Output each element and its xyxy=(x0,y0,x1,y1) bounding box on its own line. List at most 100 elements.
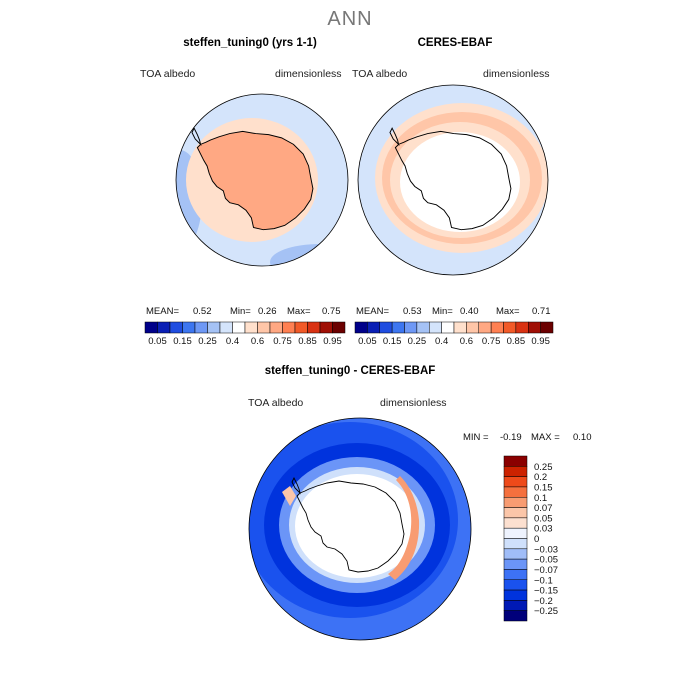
panel1-min-value: 0.26 xyxy=(258,306,277,317)
panel2-colorbar-swatch xyxy=(404,321,418,334)
panel2-colorbar-tick-label: 0.75 xyxy=(482,336,501,347)
panel3-colorbar-swatch xyxy=(503,527,528,539)
panel1-colorbar-swatch xyxy=(157,321,171,334)
panel1-colorbar-swatch xyxy=(269,321,283,334)
panel2-colorbar-tick-label: 0.4 xyxy=(435,336,448,347)
panel2-colorbar-tick-label: 0.95 xyxy=(531,336,550,347)
panel1-colorbar-swatch xyxy=(207,321,221,334)
panel1-units-label: dimensionless xyxy=(275,68,342,80)
panel3-colorbar-tick-label: −0.03 xyxy=(534,544,558,555)
panel3-map-border xyxy=(248,417,472,641)
panel3-ice-sheet-field xyxy=(295,474,419,578)
panel2-colorbar-swatch xyxy=(429,321,442,334)
panel1-colorbar-tick-label: 0.75 xyxy=(273,336,292,347)
panel2-colorbar-swatch xyxy=(391,321,405,334)
panel1-colorbar-swatch xyxy=(319,321,333,334)
panel2-units-label: dimensionless xyxy=(483,68,550,80)
panel2-colorbar-swatch xyxy=(441,321,455,334)
panel3-colorbar-tick-label: −0.2 xyxy=(534,596,553,607)
panel2-colorbar-swatch xyxy=(515,321,529,334)
panel2-colorbar-swatch xyxy=(379,321,393,334)
panel3-colorbar-swatch xyxy=(503,507,528,519)
panel3-colorbar-tick-label: 0.25 xyxy=(534,462,553,473)
panel3-positive-anomaly-peninsula xyxy=(282,486,296,506)
panel1-colorbar-tick-label: 0.6 xyxy=(251,336,264,347)
panel1-colorbar-swatch xyxy=(182,321,196,334)
panel1-colorbar-swatch xyxy=(244,321,258,334)
panel2-colorbar-swatch xyxy=(528,321,541,334)
panel1-colorbar: 0.05 0.15 0.25 0.4 0.6 0.75 0.85 0.95 xyxy=(144,321,346,347)
panel1-colorbar-swatch xyxy=(232,321,246,334)
panel1-map xyxy=(175,93,349,267)
panel2-colorbar-swatch xyxy=(367,321,380,334)
panel3-colorbar-tick-label: 0.15 xyxy=(534,482,553,493)
panel1-colorbar-swatch xyxy=(257,321,271,334)
panel2-max-value: 0.71 xyxy=(532,306,551,317)
panel3-units-label: dimensionless xyxy=(380,397,447,409)
panel1-colorbar-swatch xyxy=(332,321,346,334)
panel1-mean-label: MEAN= xyxy=(146,306,179,317)
panel2-colorbar-swatch xyxy=(466,321,479,334)
page-title: ANN xyxy=(327,8,373,30)
panel2-colorbar-swatch xyxy=(490,321,504,334)
panel3-colorbar-tick-label: −0.1 xyxy=(534,575,553,586)
panel3-colorbar-swatch xyxy=(503,610,528,622)
panel3-colorbar-swatch xyxy=(503,497,528,508)
panel3-colorbar-swatch xyxy=(503,579,528,591)
panel1-colorbar-tick-label: 0.4 xyxy=(226,336,239,347)
panel2-colorbar-swatch xyxy=(478,321,492,334)
panel3-variable-label: TOA albedo xyxy=(248,397,304,409)
panel2-colorbar-tick-label: 0.6 xyxy=(460,336,473,347)
panel3-max-value: 0.10 xyxy=(573,432,592,443)
panel3-colorbar: 0.250.20.150.10.070.050.030−0.03−0.05−0.… xyxy=(503,455,558,622)
panel2-colorbar-tick-label: 0.25 xyxy=(408,336,427,347)
panel2-variable-label: TOA albedo xyxy=(352,68,408,80)
panel1-max-value: 0.75 xyxy=(322,306,341,317)
panel2-min-label: Min= xyxy=(432,306,453,317)
panel1-colorbar-swatch xyxy=(219,321,233,334)
panel2-colorbar: 0.05 0.15 0.25 0.4 0.6 0.75 0.85 0.95 xyxy=(354,321,554,347)
panel1-map-border xyxy=(175,93,349,267)
panel1-max-label: Max= xyxy=(287,306,311,317)
panel2-map-border xyxy=(357,84,549,276)
panel1-colorbar-swatch xyxy=(194,321,208,334)
panel3-colorbar-tick-label: 0.2 xyxy=(534,472,547,483)
panel3-colorbar-tick-label: −0.05 xyxy=(534,555,558,566)
panel2-max-label: Max= xyxy=(496,306,520,317)
panel3-colorbar-swatch xyxy=(503,569,528,580)
panel1-colorbar-tick-label: 0.25 xyxy=(198,336,217,347)
panel3-colorbar-tick-label: −0.15 xyxy=(534,586,558,597)
panel3-colorbar-swatch xyxy=(503,455,528,467)
panel2-colorbar-swatch xyxy=(503,321,517,334)
panel3-positive-anomaly-east xyxy=(388,476,420,580)
panel3-colorbar-swatch xyxy=(503,476,528,488)
panel3-max-label: MAX = xyxy=(531,432,560,443)
panel3-colorbar-swatch xyxy=(503,589,528,601)
panel2-colorbar-swatch xyxy=(453,321,467,334)
panel2-ice-sheet-field xyxy=(400,132,520,232)
panel1-colorbar-swatch xyxy=(294,321,308,334)
panel2-map xyxy=(357,84,549,276)
panel3-colorbar-tick-label: −0.25 xyxy=(534,606,558,617)
panel2-colorbar-swatch xyxy=(540,321,554,334)
panel3-colorbar-tick-label: 0.07 xyxy=(534,503,553,514)
panel3-colorbar-tick-label: 0.03 xyxy=(534,524,553,535)
panel3-map xyxy=(248,417,472,641)
panel2-mean-label: MEAN= xyxy=(356,306,389,317)
panel1-variable-label: TOA albedo xyxy=(140,68,196,80)
panel3-colorbar-swatch xyxy=(503,538,528,550)
panel3-colorbar-swatch xyxy=(503,466,528,477)
panel2-colorbar-swatch xyxy=(354,321,368,334)
panel2-title: CERES-EBAF xyxy=(417,37,493,49)
panel1-colorbar-swatch xyxy=(282,321,296,334)
panel3-colorbar-swatch xyxy=(503,517,528,529)
panel3-min-label: MIN = xyxy=(463,432,489,443)
panel3-min-value: -0.19 xyxy=(500,432,522,443)
panel3-colorbar-tick-label: 0 xyxy=(534,534,539,545)
panel3-colorbar-swatch xyxy=(503,600,528,611)
panel2-colorbar-swatch xyxy=(416,321,430,334)
panel1-colorbar-tick-label: 0.15 xyxy=(173,336,192,347)
panel1-mean-value: 0.52 xyxy=(193,306,212,317)
panel3-colorbar-swatch xyxy=(503,548,528,560)
